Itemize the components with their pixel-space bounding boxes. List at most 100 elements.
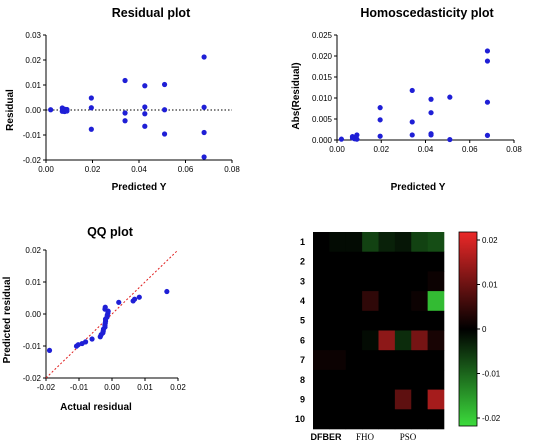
heatmap-cell [313, 350, 330, 371]
heatmap-cell [394, 232, 412, 252]
heatmap-row-label: 10 [295, 414, 305, 424]
heatmap-cell [378, 251, 396, 272]
homoscedasticity-plot-point [409, 87, 415, 94]
qq-plot-title: QQ plot [87, 225, 134, 239]
heatmap-cell [329, 389, 347, 410]
colorbar-tick-label: 0 [482, 325, 487, 334]
homoscedasticity-plot-point [354, 132, 360, 138]
homoscedasticity-plot-point [409, 119, 415, 125]
heatmap-cell [411, 350, 428, 371]
heatmap-panel: 1 2 3 4 5 6 7 8 9 10 DFBER FHO PSO 0.02 0.01 0 -0.01… [295, 231, 501, 442]
heatmap-cell [345, 232, 363, 252]
heatmap-cell [345, 389, 363, 410]
homoscedasticity-plot-point [447, 136, 453, 143]
heatmap-cell [329, 251, 347, 272]
heatmap-cell [362, 330, 379, 351]
heatmap-cell [427, 310, 445, 331]
heatmap-cell [313, 330, 330, 351]
heatmap-row-label: 5 [300, 316, 305, 326]
homoscedasticity-plot-point [338, 136, 345, 142]
residual-plot-title: Residual plot [112, 6, 191, 20]
colorbar [458, 231, 478, 427]
heatmap-cell [313, 389, 330, 410]
heatmap-cell [345, 251, 363, 272]
heatmap-cell [329, 350, 347, 371]
heatmap-row-label: 3 [300, 276, 305, 286]
heatmap-cell [329, 409, 347, 430]
homoscedasticity-plot-y-tick-label: 0.015 [312, 73, 333, 82]
heatmap-cell [394, 389, 412, 410]
heatmap-cell [427, 271, 445, 292]
qq-plot-xlabel: Actual residual [60, 402, 132, 413]
residual-plot-point [48, 107, 54, 113]
heatmap-cell [394, 350, 412, 371]
heatmap-cell [329, 310, 347, 331]
heatmap-row-label: 2 [300, 257, 305, 267]
qq-plot-point [116, 299, 122, 305]
heatmap-cell [394, 330, 412, 351]
residual-plot-point [161, 107, 168, 113]
heatmap-col-group-pso: PSO [400, 432, 417, 442]
heatmap-cell [313, 251, 330, 272]
heatmap-cell [411, 369, 428, 390]
heatmap-cell [313, 409, 330, 430]
heatmap-cell [427, 291, 445, 312]
heatmap-cell [411, 310, 428, 331]
homoscedasticity-plot-xlabel: Predicted Y [391, 182, 446, 193]
homoscedasticity-plot-panel: Homoscedasticity plot Predicted Y Abs(Re… [291, 6, 522, 193]
heatmap-cell [362, 310, 379, 331]
residual-plot-point [201, 104, 207, 110]
qq-plot-point [131, 296, 138, 302]
heatmap-cell [411, 409, 428, 430]
heatmap-cell [378, 232, 396, 252]
heatmap-cell [378, 350, 396, 371]
heatmap-cell [362, 291, 379, 312]
residual-plot-point [161, 81, 168, 88]
residual-plot-ylabel: Residual [5, 89, 16, 131]
colorbar-tick-label: -0.02 [482, 414, 501, 423]
heatmap-cell [362, 389, 379, 410]
heatmap-cell [427, 330, 445, 351]
heatmap-cell [378, 271, 396, 292]
colorbar-tick-label: -0.01 [482, 370, 501, 379]
heatmap-cell [427, 350, 445, 371]
heatmap-cell [411, 389, 428, 410]
residual-plot-point [142, 123, 148, 129]
residual-plot-point [201, 54, 207, 60]
homoscedasticity-plot-x-tick-label: 0.00 [329, 145, 345, 154]
qq-plot-x-tick-label: 0.00 [104, 383, 120, 392]
residual-plot-y-tick-label: 0.00 [25, 106, 41, 115]
heatmap-cell [394, 251, 412, 272]
residual-plot-point [88, 95, 94, 101]
heatmap-cell [329, 291, 347, 312]
qq-plot-ylabel: Predicted residual [2, 276, 13, 363]
heatmap-cell [411, 291, 428, 312]
heatmap-cell [427, 232, 445, 252]
heatmap-row-label: 1 [300, 237, 305, 247]
homoscedasticity-plot-point [377, 105, 383, 111]
homoscedasticity-plot-point [409, 132, 415, 138]
heatmap-row-label: 8 [300, 375, 305, 385]
heatmap-row-label: 4 [300, 296, 305, 306]
heatmap-row-label: 6 [300, 335, 305, 345]
residual-plot-point [142, 111, 148, 117]
residual-plot-y-tick-label: -0.01 [23, 131, 42, 140]
heatmap-cell [313, 291, 330, 312]
homoscedasticity-plot-point [447, 94, 453, 100]
residual-plot-x-tick-label: 0.06 [178, 165, 194, 174]
homoscedasticity-plot-point [484, 48, 491, 54]
heatmap-cell [427, 251, 445, 272]
residual-plot-xlabel: Predicted Y [112, 182, 167, 193]
heatmap-cell [427, 369, 445, 390]
qq-plot-x-tick-label: 0.02 [170, 383, 186, 392]
heatmap-cell [378, 330, 396, 351]
residual-plot-y-tick-label: -0.02 [23, 156, 42, 165]
residual-plot-x-tick-label: 0.00 [38, 165, 54, 174]
colorbar-tick-label: 0.01 [482, 281, 498, 290]
heatmap-cell [345, 350, 363, 371]
residual-plot-point [142, 83, 148, 89]
heatmap-cell [345, 330, 363, 351]
residual-plot-y-tick-label: 0.02 [25, 56, 41, 65]
heatmap-cell [362, 350, 379, 371]
